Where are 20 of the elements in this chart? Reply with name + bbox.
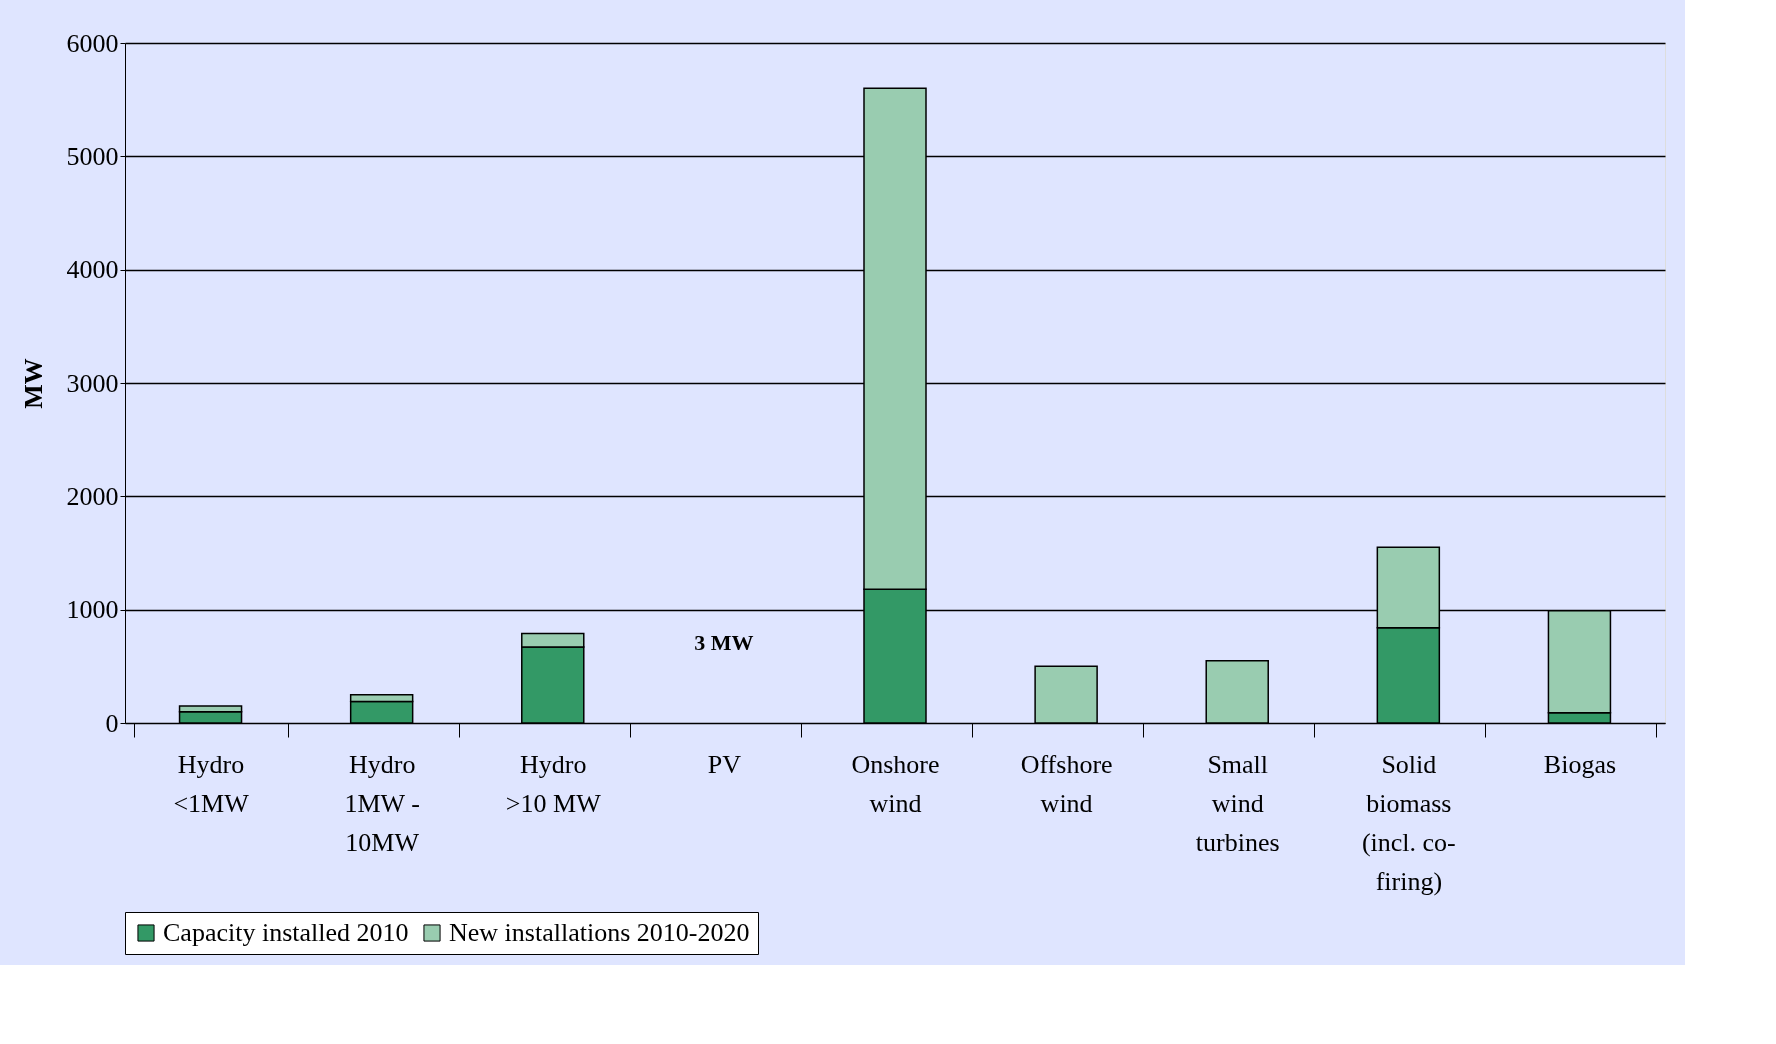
x-tick-label: Hydro >10 MW [505,749,602,818]
y-tick-label: 6000 [66,28,119,58]
x-tick-label: Hydro <1MW [173,749,250,818]
x-tick-label: Offshore wind [1020,749,1113,818]
legend-label: New installations 2010-2020 [449,918,750,947]
x-tick-label: Biogas [1543,749,1617,779]
y-axis-title: MW [18,358,48,409]
x-tick-label: Hydro 1MW - 10MW [344,749,420,857]
x-tick-label: Onshore wind [851,749,940,818]
legend-label: Capacity installed 2010 [163,918,409,947]
x-tick-label: PV [707,749,742,779]
y-tick-label: 1000 [66,595,119,625]
annotation: 3 MW [694,630,754,655]
y-tick-label: 2000 [66,481,119,511]
y-tick-label: 0 [105,708,119,738]
x-tick-label: Small wind turbines [1195,749,1280,857]
y-tick-label: 3000 [66,368,119,398]
y-tick-label: 4000 [66,255,119,285]
y-tick-label: 5000 [66,141,119,171]
x-tick-label: Solid biomass (incl. co-firing) [1361,749,1456,896]
